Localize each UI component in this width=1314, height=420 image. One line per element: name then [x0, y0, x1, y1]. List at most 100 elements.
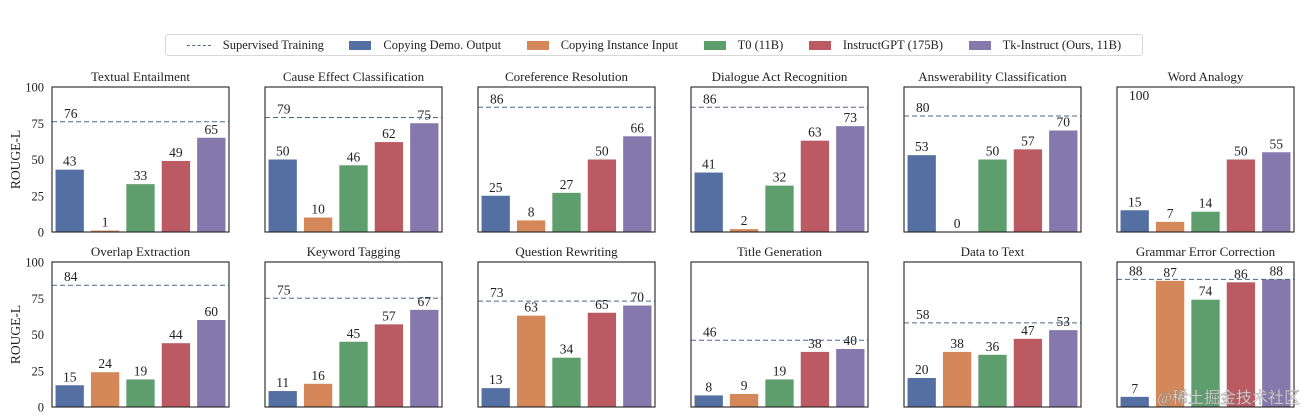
legend-label: Copying Demo. Output: [383, 37, 502, 52]
color-swatch: [703, 40, 726, 50]
bar-instructgpt-175b: [1013, 149, 1043, 232]
panel-title: Grammar Error Correction: [1136, 244, 1276, 259]
bar-value-label: 11: [276, 375, 289, 390]
bar-value-label: 8: [705, 379, 712, 394]
legend-label: T0 (11B): [737, 37, 784, 52]
panel-title: Coreference Resolution: [505, 69, 629, 84]
bar-value-label: 14: [1199, 196, 1213, 211]
panel-frame: [690, 86, 869, 233]
bar-value-label: 44: [169, 327, 183, 342]
bar-value-label: 53: [915, 139, 929, 154]
bar-instructgpt-175b: [1226, 159, 1256, 232]
bar-copying-instance-input: [90, 230, 120, 232]
bar-tk-instruct-ours-11b: [1262, 279, 1291, 407]
bar-tk-instruct-ours-11b: [1049, 130, 1078, 232]
bar-value-label: 32: [773, 170, 787, 185]
bar-value-label: 27: [560, 177, 574, 192]
panel-title: Data to Text: [961, 244, 1025, 259]
bar-copying-demo-output: [1120, 210, 1149, 232]
y-tick-label: 0: [38, 226, 44, 240]
bar-t0-11b: [765, 379, 794, 407]
supervised-value-label: 84: [64, 269, 78, 284]
panel-frame: [903, 261, 1082, 408]
bar-tk-instruct-ours-11b: [623, 136, 652, 232]
bar-value-label: 41: [702, 157, 716, 172]
panel-frame: [477, 86, 656, 233]
bar-copying-instance-input: [516, 220, 546, 232]
bar-tk-instruct-ours-11b: [836, 126, 865, 232]
y-tick-label: 50: [32, 153, 45, 167]
bar-copying-instance-input: [942, 351, 972, 407]
bar-t0-11b: [126, 184, 155, 232]
panel-frame: [1116, 86, 1295, 233]
bar-value-label: 50: [986, 144, 1000, 159]
bar-value-label: 15: [63, 369, 77, 384]
y-tick-label: 25: [32, 364, 45, 378]
bar-t0-11b: [765, 185, 794, 232]
panel-frame: [51, 261, 230, 408]
color-swatch: [526, 40, 549, 50]
bar-copying-demo-output: [907, 155, 936, 232]
bar-value-label: 70: [1057, 115, 1071, 130]
bar-value-label: 1: [102, 215, 109, 230]
bar-copying-instance-input: [729, 393, 759, 407]
panel-title: Cause Effect Classification: [283, 69, 425, 84]
bar-tk-instruct-ours-11b: [410, 123, 439, 232]
bar-instructgpt-175b: [374, 324, 404, 407]
legend-label: Supervised Training: [222, 37, 324, 52]
bar-value-label: 2: [741, 213, 748, 228]
bar-value-label: 7: [1167, 206, 1174, 221]
bar-value-label: 86: [1234, 266, 1248, 281]
panel-frame: [264, 86, 443, 233]
bar-value-label: 50: [595, 144, 609, 159]
bar-tk-instruct-ours-11b: [1049, 330, 1078, 407]
bar-value-label: 20: [915, 362, 929, 377]
legend-label: Tk-Instruct (Ours, 11B): [1002, 37, 1122, 52]
bar-copying-demo-output: [268, 159, 297, 232]
bar-copying-instance-input: [1155, 221, 1185, 232]
bar-t0-11b: [1191, 211, 1220, 232]
bar-value-label: 66: [631, 120, 645, 135]
bar-value-label: 0: [954, 216, 961, 231]
bar-copying-instance-input: [90, 372, 120, 407]
bar-tk-instruct-ours-11b: [410, 309, 439, 407]
panel-title: Title Generation: [737, 244, 823, 259]
supervised-value-label: 46: [703, 324, 717, 339]
panel-frame: [477, 261, 656, 408]
bar-value-label: 88: [1270, 263, 1284, 278]
bar-value-label: 34: [560, 342, 574, 357]
bar-value-label: 60: [205, 304, 219, 319]
color-swatch: [808, 40, 831, 50]
bar-value-label: 75: [418, 107, 432, 122]
bar-value-label: 7: [1131, 381, 1138, 396]
bar-tk-instruct-ours-11b: [836, 349, 865, 407]
bar-value-label: 36: [986, 339, 1000, 354]
bar-copying-demo-output: [55, 169, 84, 232]
bar-value-label: 57: [1021, 133, 1035, 148]
bar-tk-instruct-ours-11b: [197, 320, 226, 407]
legend-item-tk-instruct: Tk-Instruct (Ours, 11B): [968, 37, 1122, 53]
panel-title: Textual Entailment: [91, 69, 190, 84]
legend-label: InstructGPT (175B): [842, 37, 943, 52]
bar-value-label: 87: [1163, 265, 1177, 280]
bar-value-label: 10: [311, 202, 325, 217]
supervised-value-label: 80: [916, 100, 930, 115]
panel-frame: [903, 86, 1082, 233]
bar-copying-demo-output: [694, 172, 723, 232]
bar-value-label: 15: [1128, 194, 1142, 209]
bar-value-label: 62: [382, 126, 396, 141]
bar-t0-11b: [552, 192, 581, 232]
bar-value-label: 46: [347, 149, 361, 164]
bar-copying-instance-input: [1155, 280, 1185, 407]
bar-value-label: 55: [1270, 136, 1284, 151]
bar-copying-demo-output: [907, 378, 936, 407]
panel-title: Overlap Extraction: [91, 244, 191, 259]
bar-t0-11b: [339, 341, 368, 407]
supervised-value-label: 79: [277, 101, 291, 116]
bar-value-label: 57: [382, 308, 396, 323]
bar-copying-instance-input: [303, 217, 333, 232]
supervised-value-label: 76: [64, 106, 78, 121]
bar-copying-demo-output: [1120, 396, 1149, 407]
panel-title: Keyword Tagging: [307, 244, 401, 259]
